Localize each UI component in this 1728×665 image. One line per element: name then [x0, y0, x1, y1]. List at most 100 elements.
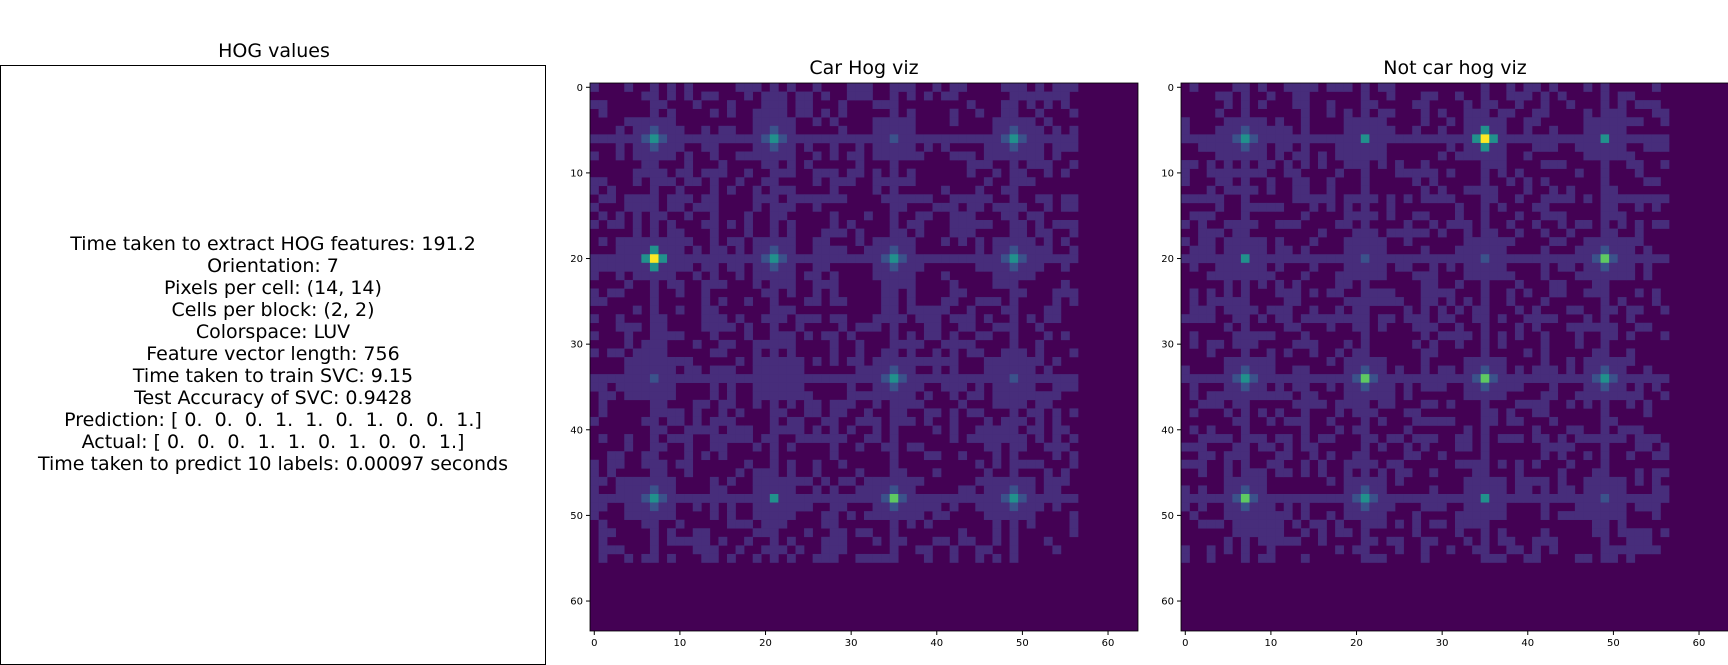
heatmap-cell: [1284, 160, 1293, 169]
heatmap-cell: [1412, 494, 1421, 503]
heatmap-cell: [1506, 374, 1515, 383]
heatmap-cell: [890, 391, 899, 400]
heatmap-cell: [984, 194, 993, 203]
heatmap-cell: [907, 520, 916, 529]
heatmap-cell: [1532, 220, 1541, 229]
heatmap-cell: [984, 374, 993, 383]
heatmap-cell: [684, 374, 693, 383]
heatmap-cell: [958, 134, 967, 143]
heatmap-cell: [838, 297, 847, 306]
heatmap-cell: [890, 331, 899, 340]
heatmap-cell: [855, 528, 864, 537]
heatmap-cell: [1070, 126, 1079, 135]
heatmap-cell: [1181, 554, 1190, 563]
heatmap-cell: [1284, 169, 1293, 178]
heatmap-cell: [761, 357, 770, 366]
heatmap-cell: [1429, 92, 1438, 101]
heatmap-cell: [1541, 366, 1550, 375]
heatmap-cell: [1275, 451, 1284, 460]
heatmap-cell: [718, 494, 727, 503]
heatmap-cell: [1181, 237, 1190, 246]
heatmap-cell: [1327, 417, 1336, 426]
heatmap-cell: [847, 494, 856, 503]
heatmap-cell: [1258, 537, 1267, 546]
heatmap-cell: [950, 426, 959, 435]
heatmap-cell: [1215, 374, 1224, 383]
heatmap-cell: [1601, 237, 1610, 246]
heatmap-cell: [1583, 477, 1592, 486]
heatmap-cell: [1361, 109, 1370, 118]
heatmap-cell: [1232, 340, 1241, 349]
heatmap-cell: [1609, 152, 1618, 161]
heatmap-cell: [967, 408, 976, 417]
heatmap-cell: [736, 374, 745, 383]
heatmap-cell: [1010, 109, 1019, 118]
heatmap-cell: [950, 374, 959, 383]
heatmap-cell: [1661, 160, 1670, 169]
heatmap-cell: [1352, 426, 1361, 435]
heatmap-cell: [1250, 485, 1259, 494]
heatmap-cell: [984, 134, 993, 143]
heatmap-cell: [813, 134, 822, 143]
heatmap-cell: [1626, 400, 1635, 409]
heatmap-cell: [684, 160, 693, 169]
heatmap-cell: [1018, 434, 1027, 443]
heatmap-cell: [1455, 254, 1464, 263]
heatmap-cell: [1635, 237, 1644, 246]
heatmap-cell: [924, 357, 933, 366]
heatmap-cell: [967, 323, 976, 332]
heatmap-cell: [1421, 280, 1430, 289]
heatmap-cell: [1558, 134, 1567, 143]
heatmap-cell: [1267, 348, 1276, 357]
heatmap-cell: [1001, 434, 1010, 443]
heatmap-cell: [1541, 443, 1550, 452]
heatmap-cell: [830, 152, 839, 161]
heatmap-cell: [1232, 391, 1241, 400]
heatmap-cell: [1412, 211, 1421, 220]
heatmap-cell: [1498, 143, 1507, 152]
heatmap-cell: [787, 83, 796, 92]
heatmap-cell: [1327, 289, 1336, 298]
heatmap-cell: [1524, 400, 1533, 409]
heatmap-cell: [1301, 528, 1310, 537]
heatmap-cell: [641, 246, 650, 255]
heatmap-cell: [684, 460, 693, 469]
heatmap-cell: [1035, 220, 1044, 229]
heatmap-cell: [1207, 494, 1216, 503]
heatmap-cell: [1010, 417, 1019, 426]
heatmap-cell: [1661, 306, 1670, 315]
heatmap-cell: [1241, 152, 1250, 161]
heatmap-cell: [1301, 366, 1310, 375]
heatmap-cell: [736, 134, 745, 143]
heatmap-cell: [761, 340, 770, 349]
heatmap-cell: [1052, 134, 1061, 143]
heatmap-cell: [1018, 117, 1027, 126]
heatmap-cell: [1464, 134, 1473, 143]
heatmap-cell: [624, 357, 633, 366]
heatmap-cell: [1387, 503, 1396, 512]
heatmap-cell: [787, 169, 796, 178]
heatmap-cell: [770, 417, 779, 426]
heatmap-cell: [1010, 323, 1019, 332]
heatmap-cell: [967, 134, 976, 143]
heatmap-cell: [1532, 117, 1541, 126]
heatmap-cell: [1335, 494, 1344, 503]
heatmap-cell: [1309, 237, 1318, 246]
heatmap-cell: [1601, 186, 1610, 195]
heatmap-cell: [710, 271, 719, 280]
heatmap-cell: [1232, 229, 1241, 238]
heatmap-cell: [1344, 83, 1353, 92]
heatmap-cell: [676, 254, 685, 263]
heatmap-cell: [950, 211, 959, 220]
heatmap-cell: [907, 348, 916, 357]
heatmap-cell: [641, 417, 650, 426]
heatmap-cell: [701, 92, 710, 101]
heatmap-cell: [1224, 126, 1233, 135]
heatmap-cell: [1652, 220, 1661, 229]
heatmap-cell: [1258, 280, 1267, 289]
heatmap-cell: [1506, 109, 1515, 118]
heatmap-cell: [1404, 194, 1413, 203]
heatmap-cell: [1635, 545, 1644, 554]
heatmap-cell: [1455, 323, 1464, 332]
heatmap-cell: [1378, 357, 1387, 366]
